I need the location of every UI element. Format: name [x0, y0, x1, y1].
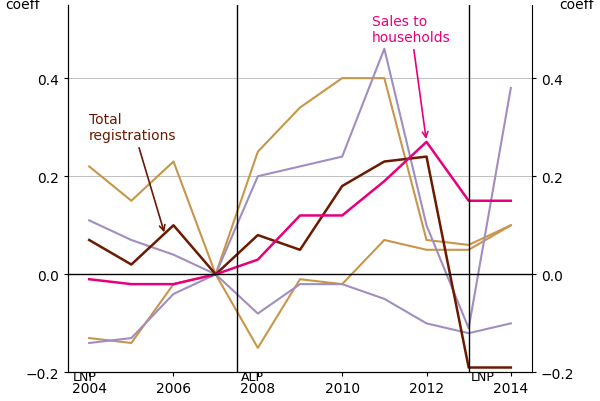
- Text: Total
registrations: Total registrations: [89, 113, 176, 231]
- Text: Sales to
households: Sales to households: [371, 15, 451, 138]
- Text: LNP: LNP: [72, 370, 96, 383]
- Y-axis label: coeff: coeff: [5, 0, 40, 12]
- Text: LNP: LNP: [471, 370, 494, 383]
- Text: ALP: ALP: [241, 370, 264, 383]
- Y-axis label: coeff: coeff: [560, 0, 595, 12]
